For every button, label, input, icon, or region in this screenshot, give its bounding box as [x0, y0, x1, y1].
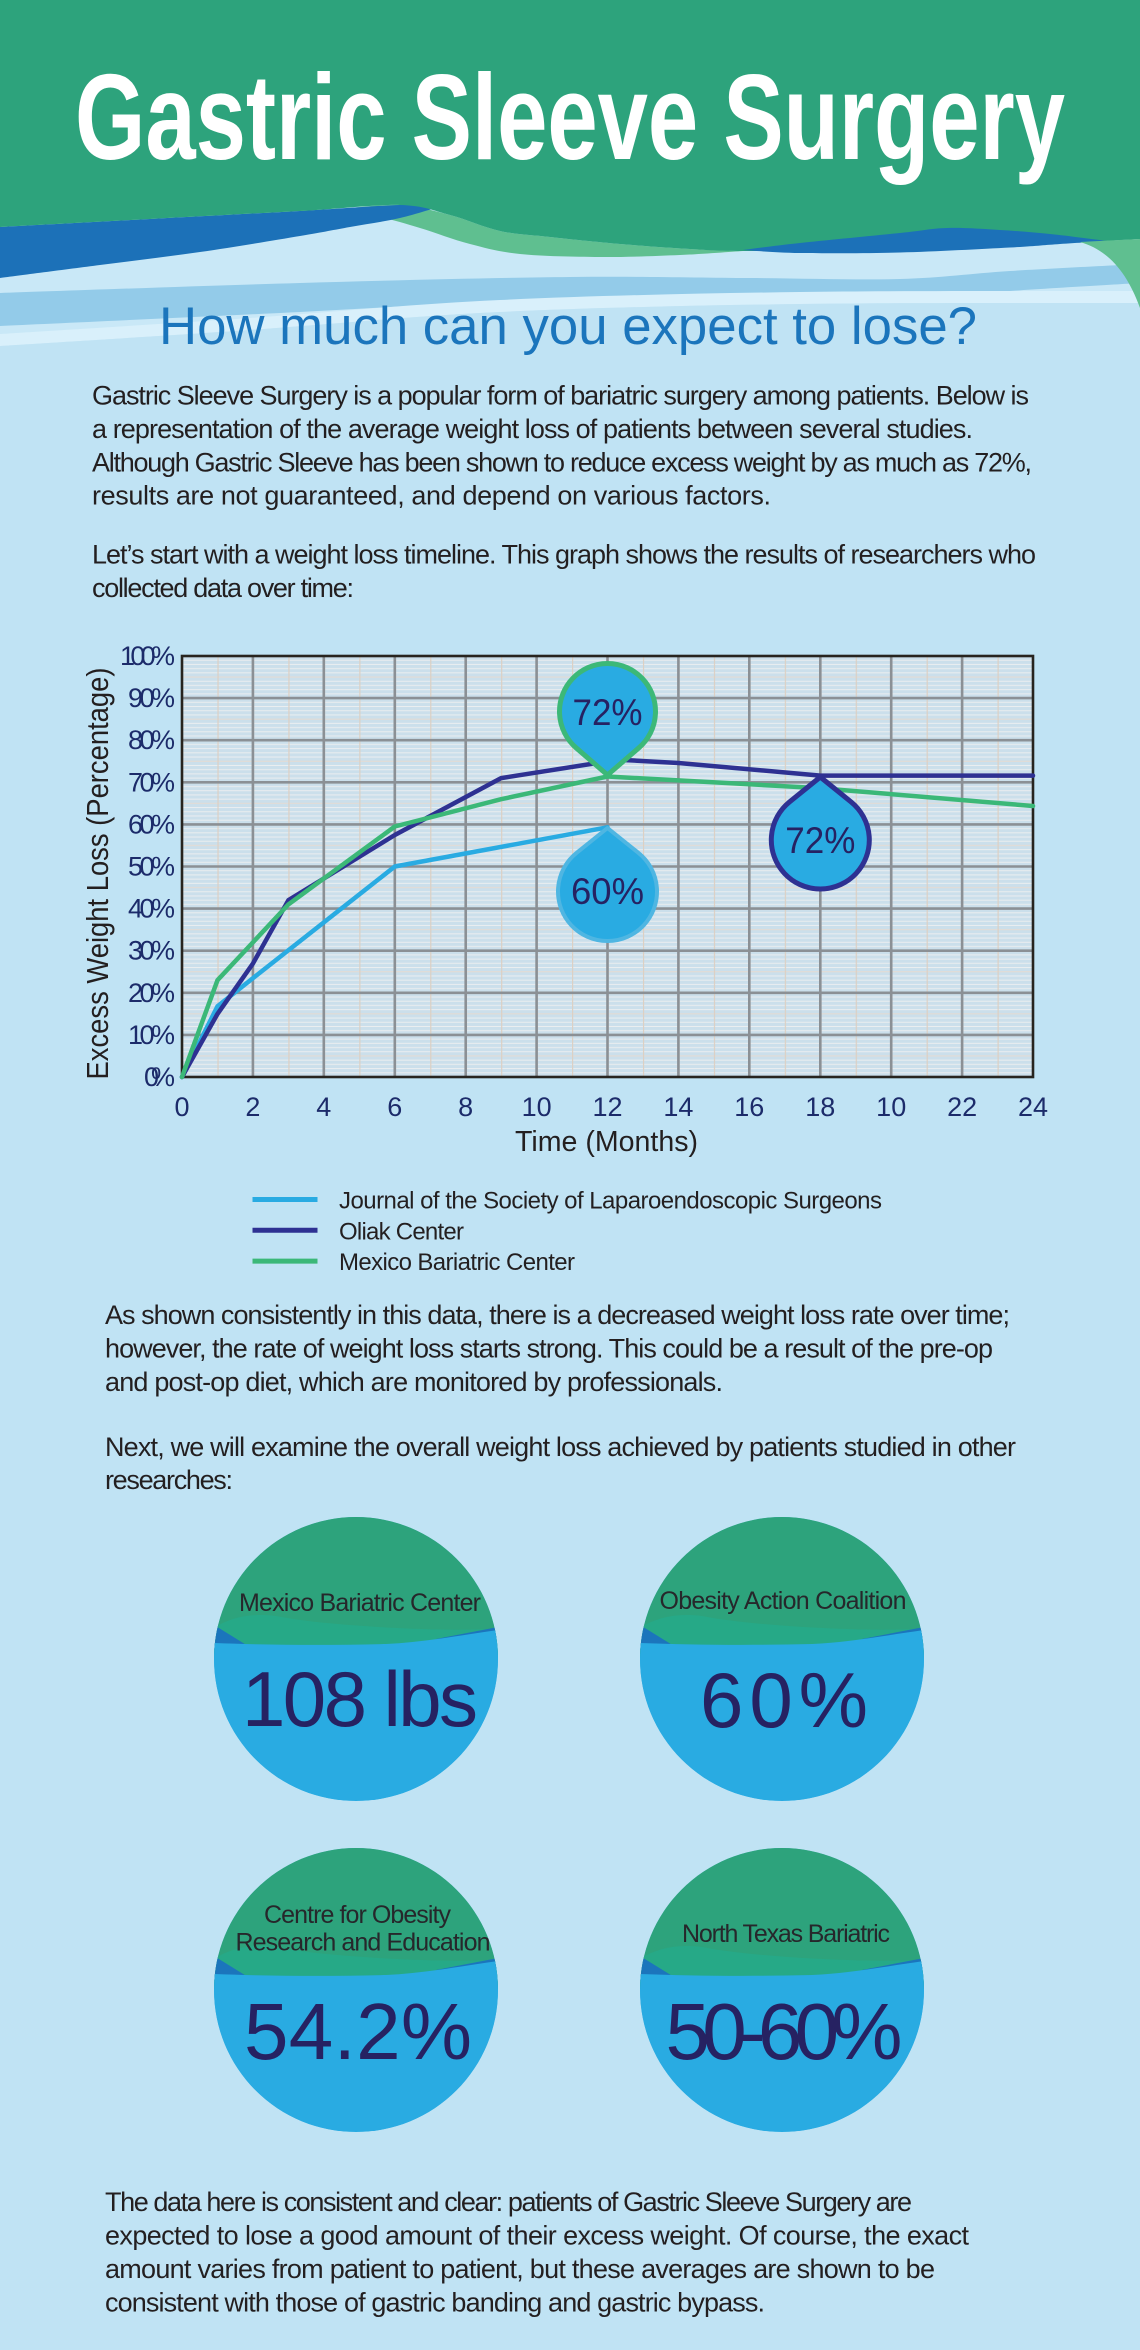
svg-text:Mexico Bariatric Center: Mexico Bariatric Center — [239, 1589, 481, 1617]
svg-text:10: 10 — [876, 1092, 906, 1122]
svg-text:Research and Education: Research and Education — [236, 1929, 491, 1957]
svg-text:108 lbs: 108 lbs — [242, 1655, 478, 1743]
svg-text:72%: 72% — [785, 820, 855, 861]
svg-text:40%: 40% — [128, 894, 175, 924]
svg-text:The data here is consistent an: The data here is consistent and clear: p… — [105, 2187, 912, 2217]
svg-text:80%: 80% — [128, 725, 175, 755]
svg-text:18: 18 — [805, 1092, 835, 1122]
svg-text:results are not guaranteed, an: results are not guaranteed, and depend o… — [92, 481, 771, 511]
svg-text:North Texas Bariatric: North Texas Bariatric — [682, 1920, 890, 1948]
svg-text:however, the rate of weight lo: however, the rate of weight loss starts … — [105, 1334, 993, 1364]
svg-text:60%: 60% — [700, 1656, 868, 1744]
svg-text:12: 12 — [592, 1092, 622, 1122]
svg-text:Gastric Sleeve Surgery: Gastric Sleeve Surgery — [75, 49, 1065, 185]
svg-text:and post-op diet, which are mo: and post-op diet, which are monitored by… — [105, 1367, 723, 1397]
svg-text:100%: 100% — [120, 641, 175, 671]
svg-text:collected data over time:: collected data over time: — [92, 573, 354, 603]
svg-text:Obesity Action Coalition: Obesity Action Coalition — [660, 1587, 907, 1615]
svg-text:30%: 30% — [128, 936, 175, 966]
svg-text:Let’s start with a weight loss: Let’s start with a weight loss timeline.… — [92, 540, 1036, 570]
svg-text:How much can you expect to los: How much can you expect to lose? — [159, 297, 977, 356]
svg-text:72%: 72% — [573, 692, 643, 733]
svg-text:Mexico Bariatric Center: Mexico Bariatric Center — [339, 1249, 575, 1276]
svg-text:researches:: researches: — [105, 1465, 233, 1495]
svg-text:6: 6 — [387, 1092, 402, 1122]
svg-text:Excess Weight Loss (Percentage: Excess Weight Loss (Percentage) — [80, 668, 115, 1080]
svg-text:consistent with those of gastr: consistent with those of gastric banding… — [105, 2288, 765, 2318]
svg-text:2: 2 — [245, 1092, 260, 1122]
svg-text:amount varies from patient to: amount varies from patient to patient, b… — [105, 2254, 935, 2284]
svg-text:Centre for Obesity: Centre for Obesity — [264, 1901, 452, 1929]
svg-text:16: 16 — [734, 1092, 764, 1122]
svg-text:Gastric Sleeve Surgery is a po: Gastric Sleeve Surgery is a popular form… — [92, 381, 1029, 411]
svg-text:50%: 50% — [128, 852, 175, 882]
svg-text:50-60%: 50-60% — [666, 1987, 903, 2076]
svg-text:14: 14 — [663, 1092, 693, 1122]
svg-text:0: 0 — [174, 1092, 189, 1122]
svg-text:24: 24 — [1018, 1092, 1048, 1122]
svg-text:70%: 70% — [128, 767, 175, 797]
svg-text:22: 22 — [947, 1092, 977, 1122]
svg-text:0%: 0% — [144, 1062, 175, 1092]
svg-text:60%: 60% — [571, 871, 644, 912]
svg-text:20%: 20% — [128, 978, 175, 1008]
svg-text:Oliak Center: Oliak Center — [339, 1218, 464, 1245]
svg-text:60%: 60% — [128, 809, 175, 839]
svg-text:10%: 10% — [128, 1020, 175, 1050]
svg-text:4: 4 — [316, 1092, 331, 1122]
svg-text:Although Gastric Sleeve has be: Although Gastric Sleeve has been shown t… — [92, 447, 1032, 477]
svg-text:Journal of the Society of Lapa: Journal of the Society of Laparoendoscop… — [339, 1188, 882, 1215]
svg-text:Next, we will examine the over: Next, we will examine the overall weight… — [105, 1432, 1016, 1462]
svg-text:54.2%: 54.2% — [244, 1987, 472, 2076]
svg-text:Time (Months): Time (Months) — [515, 1126, 698, 1158]
svg-text:8: 8 — [458, 1092, 473, 1122]
svg-text:a representation of the averag: a representation of the average weight l… — [92, 414, 973, 444]
svg-text:10: 10 — [522, 1092, 552, 1122]
svg-text:As shown consistently in this: As shown consistently in this data, ther… — [105, 1300, 1010, 1330]
svg-text:expected to lose a good amount: expected to lose a good amount of their … — [105, 2221, 969, 2251]
svg-text:90%: 90% — [128, 683, 175, 713]
